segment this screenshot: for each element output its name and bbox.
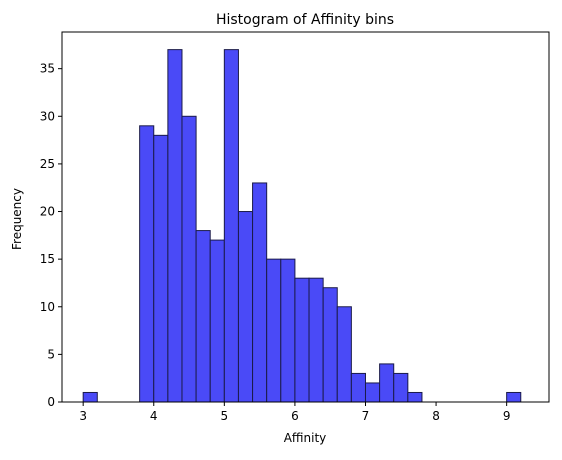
histogram-bar bbox=[237, 211, 254, 403]
x-tick-label: 6 bbox=[291, 409, 299, 423]
histogram-bar bbox=[82, 391, 98, 403]
y-axis-label: Frequency bbox=[10, 188, 24, 250]
y-tick-label: 10 bbox=[40, 300, 55, 314]
histogram-bar bbox=[322, 287, 338, 403]
plot-frame bbox=[61, 31, 550, 403]
chart-title: Histogram of Affinity bins bbox=[216, 12, 394, 28]
histogram-bar bbox=[308, 277, 324, 403]
histogram-bar bbox=[280, 258, 296, 403]
histogram-bar bbox=[350, 372, 366, 403]
y-tick-label: 20 bbox=[40, 205, 55, 219]
histogram-bar bbox=[364, 382, 381, 403]
x-tick-label: 8 bbox=[432, 409, 440, 423]
y-ticks-group: 0 5 10 15 20 25 30 35 bbox=[40, 62, 62, 409]
histogram-bar bbox=[407, 391, 423, 403]
y-tick-label: 30 bbox=[40, 109, 55, 123]
histogram-bar bbox=[167, 49, 183, 403]
histogram-bar bbox=[336, 306, 352, 403]
histogram-bar bbox=[209, 239, 225, 403]
x-tick-label: 7 bbox=[362, 409, 370, 423]
histogram-bar bbox=[153, 134, 169, 403]
histogram-bar bbox=[506, 391, 522, 403]
histogram-bar bbox=[266, 258, 282, 403]
x-tick-label: 9 bbox=[503, 409, 511, 423]
x-ticks-group: 3 4 5 6 7 8 9 bbox=[79, 402, 510, 423]
y-tick-label: 15 bbox=[40, 252, 55, 266]
histogram-bar bbox=[379, 363, 395, 403]
y-tick-label: 35 bbox=[40, 62, 55, 76]
y-tick-label: 0 bbox=[47, 395, 55, 409]
histogram-bar bbox=[139, 125, 155, 403]
bars-group bbox=[82, 49, 522, 403]
histogram-bar bbox=[223, 49, 239, 403]
histogram-bar bbox=[294, 277, 310, 403]
y-tick-label: 25 bbox=[40, 157, 55, 171]
histogram-bar bbox=[393, 372, 409, 403]
histogram-bar bbox=[195, 230, 211, 403]
y-tick-label: 5 bbox=[47, 347, 55, 361]
histogram-bar bbox=[181, 115, 197, 403]
x-tick-label: 5 bbox=[221, 409, 229, 423]
x-tick-label: 3 bbox=[79, 409, 87, 423]
histogram-bar bbox=[252, 182, 268, 403]
x-tick-label: 4 bbox=[150, 409, 158, 423]
x-axis-label: Affinity bbox=[284, 431, 327, 445]
